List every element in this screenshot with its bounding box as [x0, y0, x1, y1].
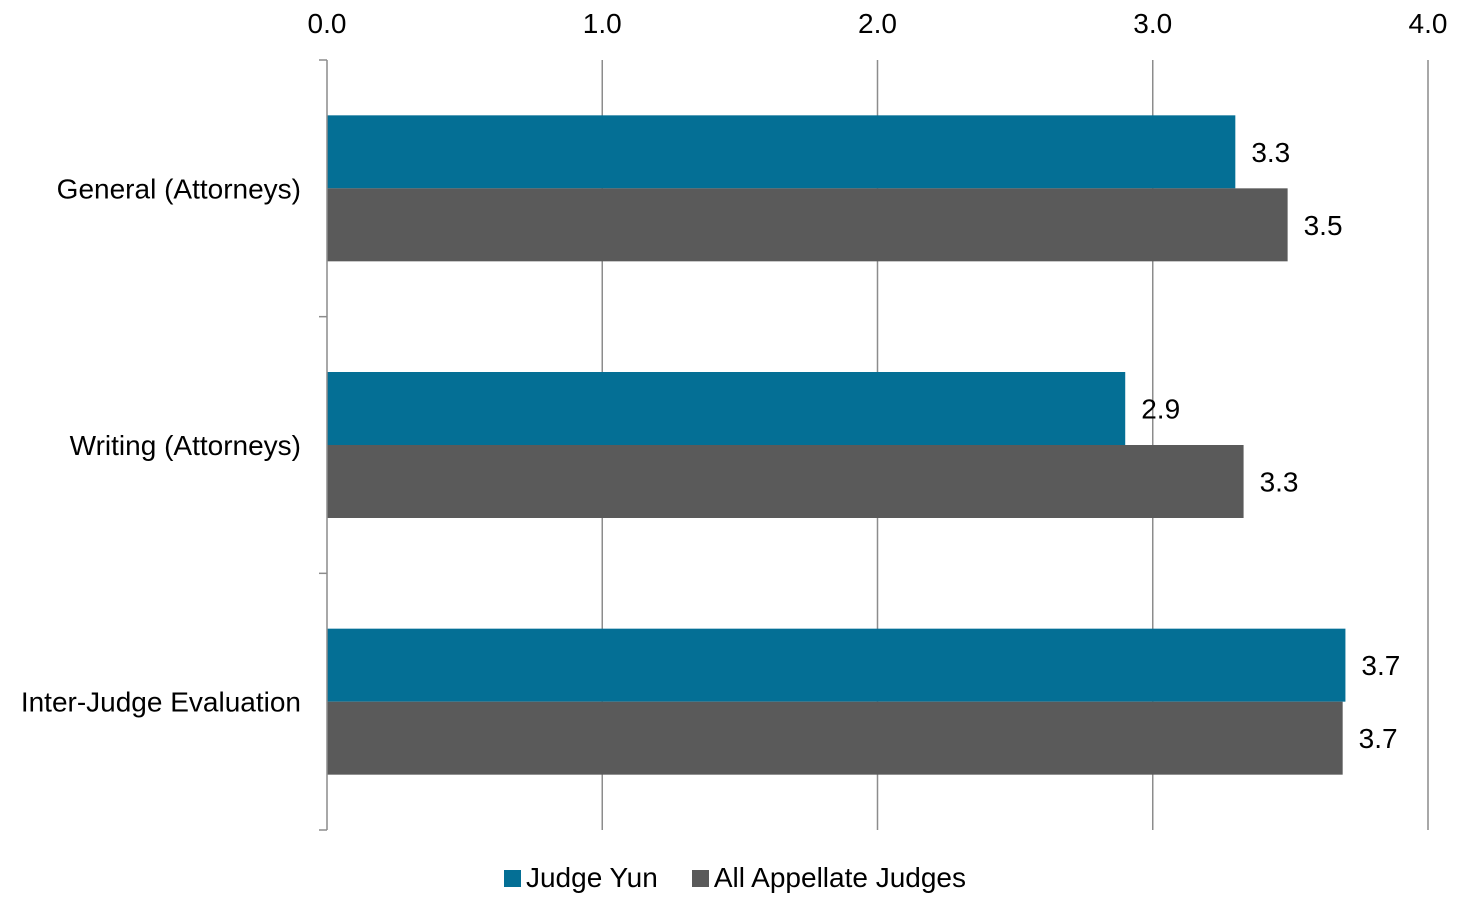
data-label: 2.9: [1141, 394, 1180, 425]
data-label: 3.3: [1251, 137, 1290, 168]
legend: Judge Yun All Appellate Judges: [0, 862, 1470, 894]
x-tick-label: 4.0: [1409, 8, 1448, 39]
legend-label-judge-yun: Judge Yun: [525, 862, 658, 893]
data-labels: 3.3 3.5 2.9 3.3 3.7 3.7: [1141, 137, 1400, 754]
x-tick-label: 0.0: [308, 8, 347, 39]
x-axis-ticks: 0.0 1.0 2.0 3.0 4.0: [308, 8, 1448, 39]
data-label: 3.7: [1361, 650, 1400, 681]
bars: [327, 115, 1346, 775]
data-label: 3.3: [1260, 467, 1299, 498]
data-label: 3.7: [1359, 723, 1398, 754]
legend-item-judge-yun: Judge Yun: [503, 862, 658, 894]
x-tick-label: 1.0: [583, 8, 622, 39]
bar-all-appellate-judges: [327, 445, 1244, 518]
legend-label-all-appellate-judges: All Appellate Judges: [713, 862, 967, 893]
legend-item-all-appellate-judges: All Appellate Judges: [691, 862, 967, 894]
bar-judge-yun: [327, 628, 1346, 702]
legend-swatch-all-appellate-judges: [691, 869, 709, 887]
category-label: Inter-Judge Evaluation: [21, 687, 301, 718]
legend-swatch-judge-yun: [503, 869, 521, 887]
bar-judge-yun: [327, 372, 1126, 445]
bar-judge-yun: [327, 115, 1236, 189]
category-label: Writing (Attorneys): [70, 430, 301, 461]
x-tick-label: 2.0: [858, 8, 897, 39]
y-axis: [319, 59, 328, 831]
category-labels: General (Attorneys) Writing (Attorneys) In…: [21, 173, 301, 717]
bar-all-appellate-judges: [327, 701, 1343, 775]
data-label: 3.5: [1304, 210, 1343, 241]
bar-all-appellate-judges: [327, 188, 1288, 262]
x-tick-label: 3.0: [1133, 8, 1172, 39]
category-label: General (Attorneys): [57, 173, 301, 204]
